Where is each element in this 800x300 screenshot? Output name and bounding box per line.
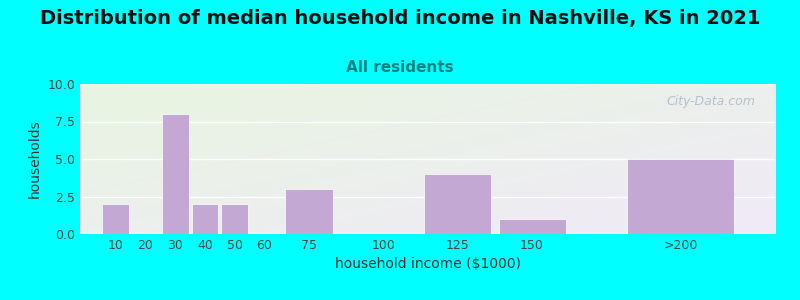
Bar xyxy=(627,159,734,234)
Bar xyxy=(102,204,129,234)
Bar xyxy=(162,114,189,234)
Text: All residents: All residents xyxy=(346,60,454,75)
Bar xyxy=(498,219,566,234)
X-axis label: household income ($1000): household income ($1000) xyxy=(335,257,521,272)
Y-axis label: households: households xyxy=(28,120,42,198)
Text: City-Data.com: City-Data.com xyxy=(666,94,755,107)
Bar xyxy=(222,204,248,234)
Bar xyxy=(191,204,218,234)
Bar xyxy=(285,189,333,234)
Bar xyxy=(424,174,491,234)
Text: Distribution of median household income in Nashville, KS in 2021: Distribution of median household income … xyxy=(40,9,760,28)
